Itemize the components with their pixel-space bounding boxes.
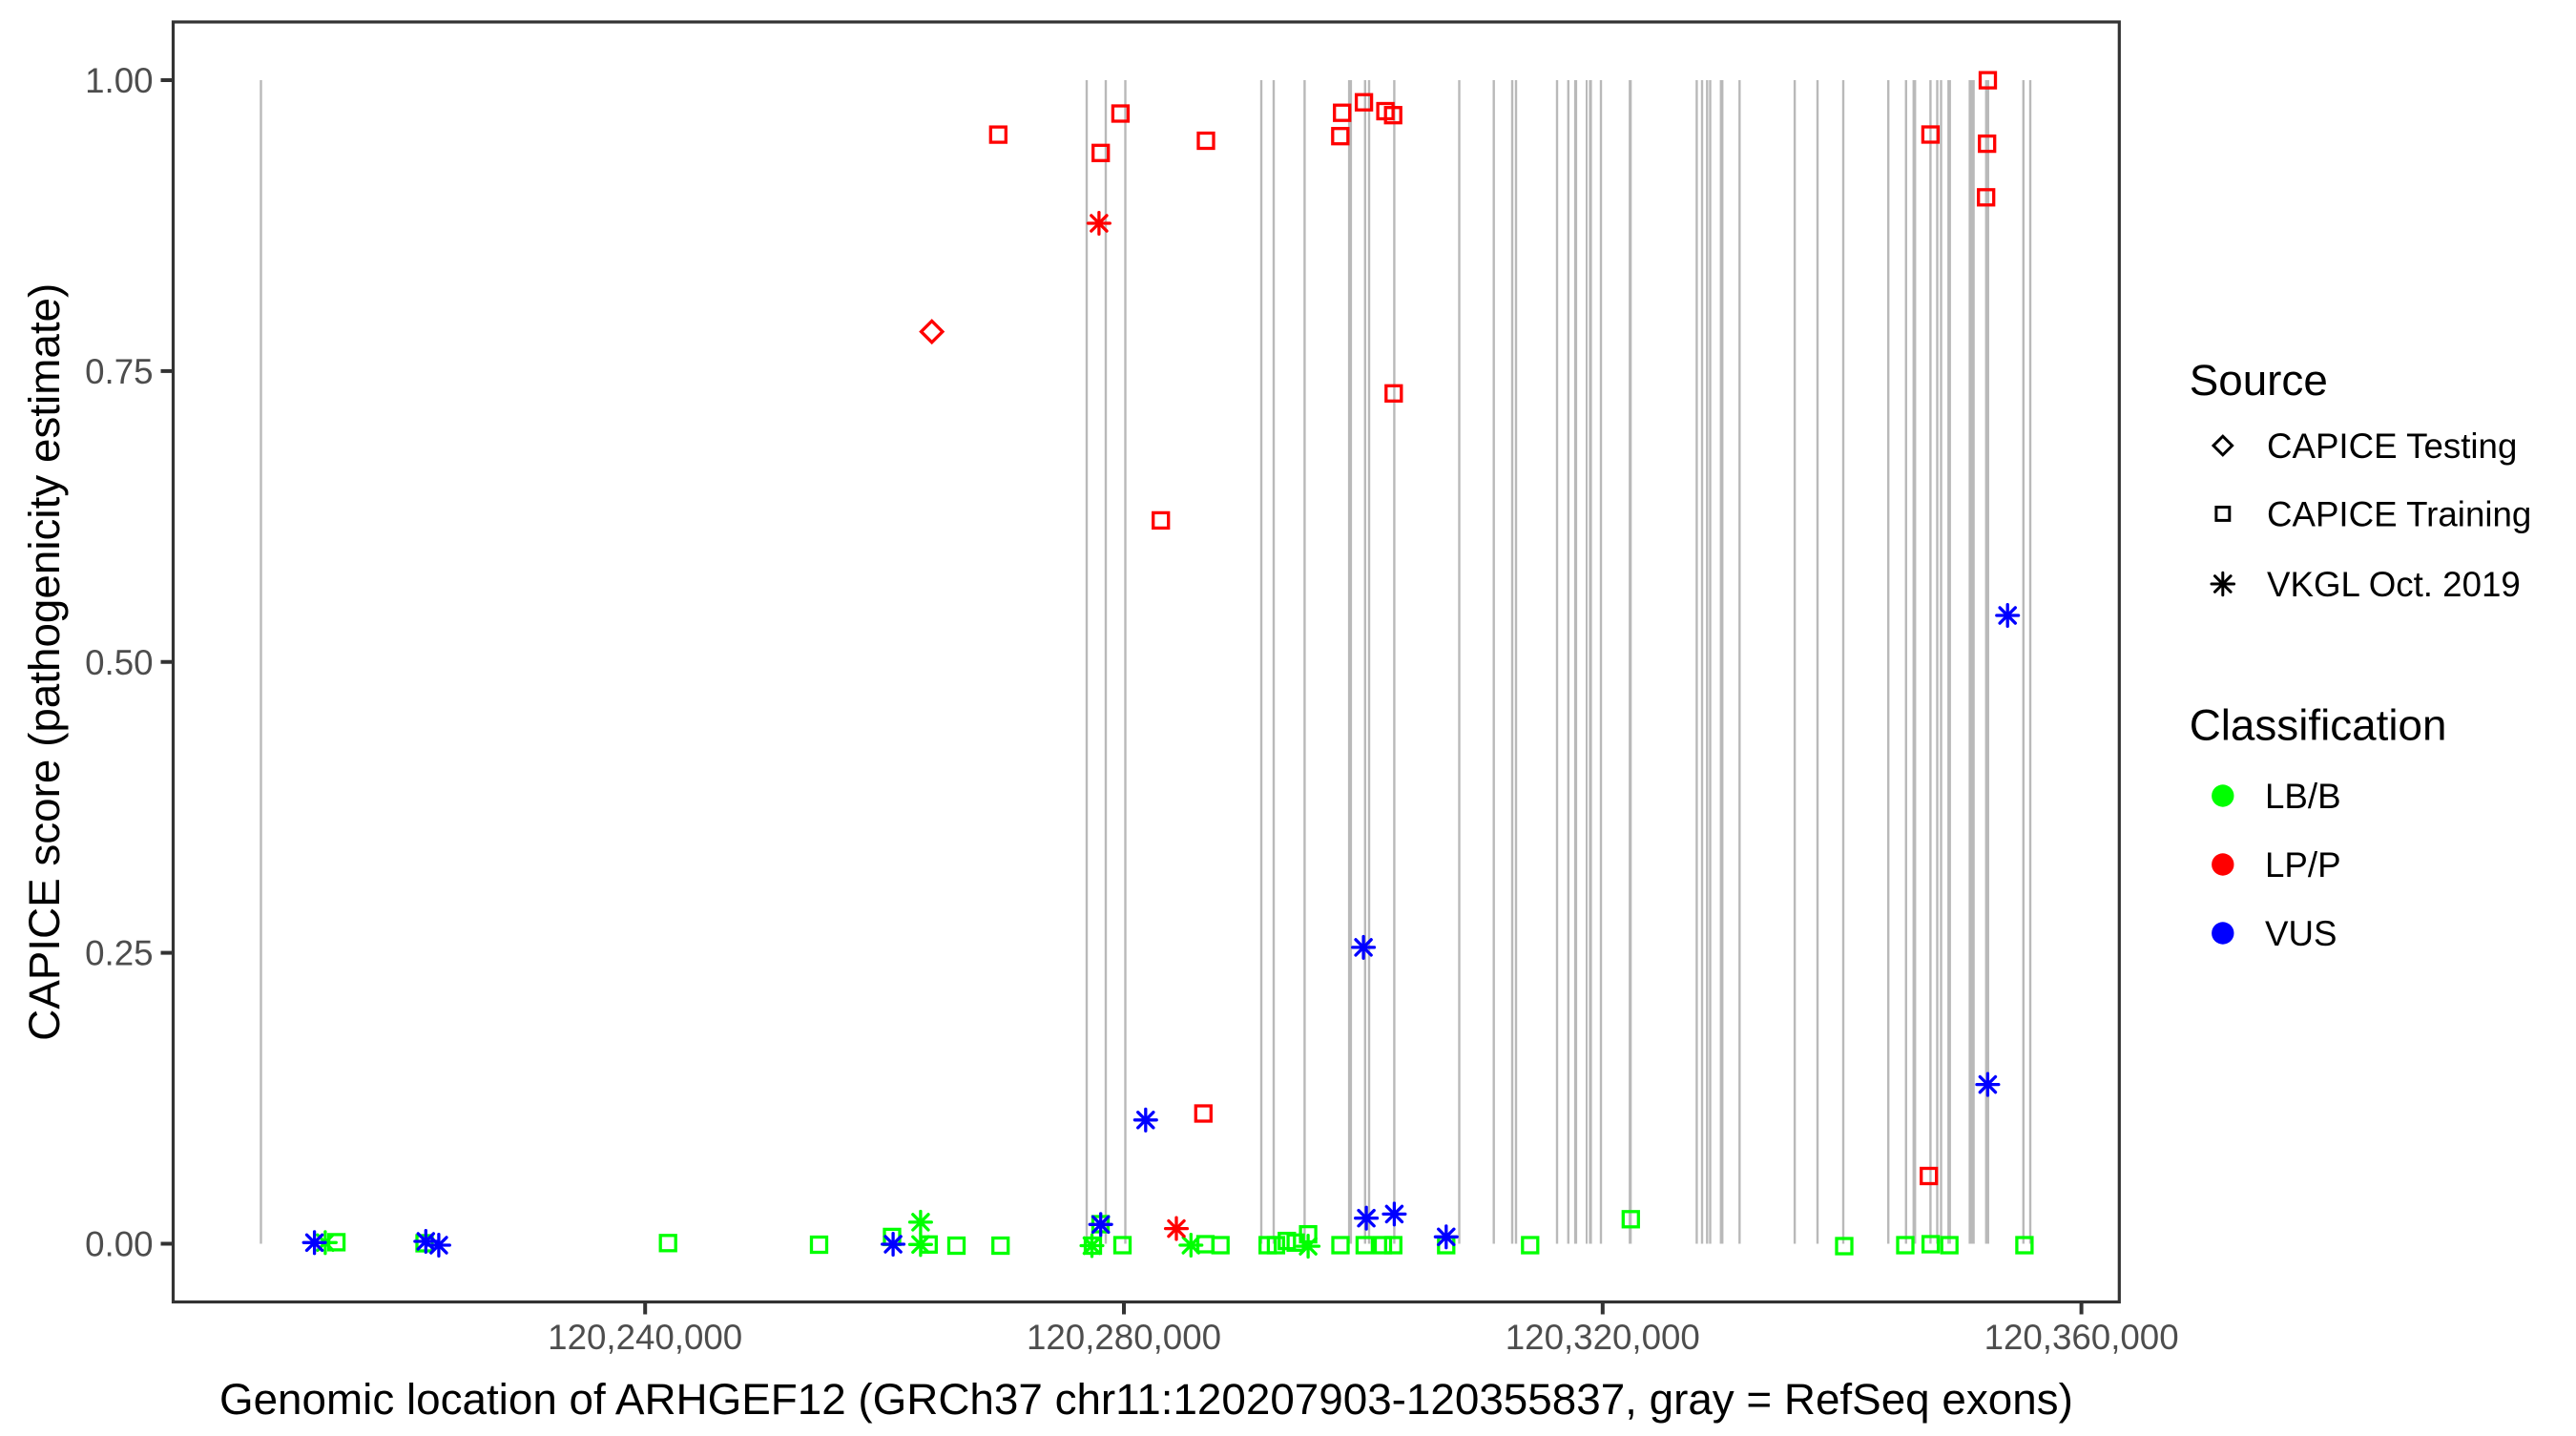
svg-text:0.50: 0.50 xyxy=(85,643,153,682)
svg-text:1.00: 1.00 xyxy=(85,61,153,100)
svg-text:VKGL Oct. 2019: VKGL Oct. 2019 xyxy=(2267,565,2521,604)
svg-text:0.25: 0.25 xyxy=(85,934,153,973)
svg-text:Genomic location of ARHGEF12 (: Genomic location of ARHGEF12 (GRCh37 chr… xyxy=(219,1375,2073,1424)
svg-text:VUS: VUS xyxy=(2265,914,2337,953)
svg-text:CAPICE Testing: CAPICE Testing xyxy=(2267,427,2517,466)
svg-text:LP/P: LP/P xyxy=(2265,845,2341,884)
svg-text:0.75: 0.75 xyxy=(85,352,153,391)
svg-text:120,280,000: 120,280,000 xyxy=(1027,1318,1221,1357)
svg-text:Source: Source xyxy=(2190,356,2328,405)
svg-text:LB/B: LB/B xyxy=(2265,777,2341,816)
svg-text:CAPICE Training: CAPICE Training xyxy=(2267,495,2531,534)
svg-text:0.00: 0.00 xyxy=(85,1225,153,1264)
svg-text:Classification: Classification xyxy=(2190,701,2447,750)
svg-text:120,320,000: 120,320,000 xyxy=(1506,1318,1700,1357)
svg-text:120,360,000: 120,360,000 xyxy=(1984,1318,2179,1357)
svg-text:120,240,000: 120,240,000 xyxy=(548,1318,742,1357)
svg-text:CAPICE score (pathogenicity es: CAPICE score (pathogenicity estimate) xyxy=(20,283,69,1041)
